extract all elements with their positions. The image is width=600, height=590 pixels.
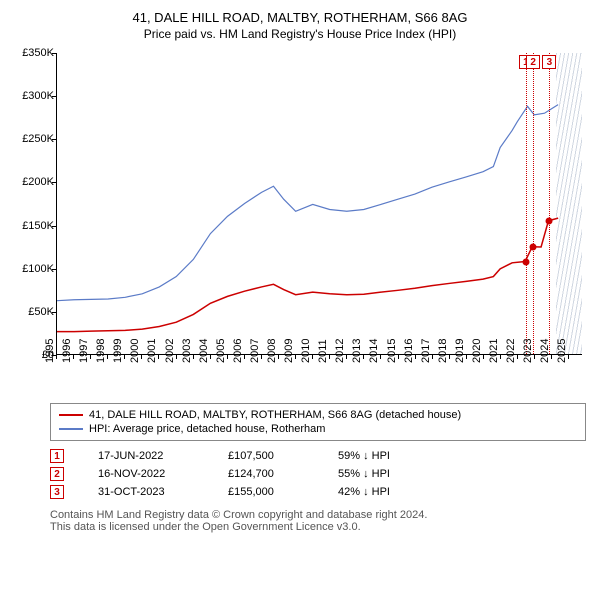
page-subtitle: Price paid vs. HM Land Registry's House … (14, 27, 586, 41)
legend-swatch (59, 428, 83, 430)
points-row-diff: 42% ↓ HPI (338, 486, 438, 498)
marker-box-2: 2 (526, 55, 540, 69)
marker-vline (526, 53, 527, 354)
x-tick-label: 2025 (556, 339, 588, 363)
y-tick-label: £50K (14, 306, 54, 318)
plot-region: 123 (56, 53, 582, 355)
chart-lines (57, 53, 582, 354)
page-title: 41, DALE HILL ROAD, MALTBY, ROTHERHAM, S… (14, 10, 586, 25)
y-tick-label: £100K (14, 263, 54, 275)
points-row-marker: 3 (50, 485, 64, 499)
y-tick-label: £200K (14, 176, 54, 188)
data-point-1 (522, 259, 529, 266)
points-row-diff: 59% ↓ HPI (338, 450, 438, 462)
data-point-2 (530, 244, 537, 251)
points-row-price: £124,700 (228, 468, 338, 480)
legend-swatch (59, 414, 83, 416)
marker-box-3: 3 (542, 55, 556, 69)
y-tick-label: £250K (14, 133, 54, 145)
points-row: 3 31-OCT-2023£155,00042% ↓ HPI (50, 483, 586, 501)
y-tick-label: £300K (14, 90, 54, 102)
legend-label: 41, DALE HILL ROAD, MALTBY, ROTHERHAM, S… (89, 409, 461, 421)
points-row-price: £155,000 (228, 486, 338, 498)
y-tick-label: £150K (14, 220, 54, 232)
legend-item: 41, DALE HILL ROAD, MALTBY, ROTHERHAM, S… (59, 408, 577, 422)
points-row-date: 17-JUN-2022 (98, 450, 228, 462)
legend: 41, DALE HILL ROAD, MALTBY, ROTHERHAM, S… (50, 403, 586, 441)
points-row-price: £107,500 (228, 450, 338, 462)
legend-item: HPI: Average price, detached house, Roth… (59, 422, 577, 436)
points-table: 1 17-JUN-2022£107,50059% ↓ HPI 2 16-NOV-202… (50, 447, 586, 501)
points-row: 2 16-NOV-2022£124,70055% ↓ HPI (50, 465, 586, 483)
footer: Contains HM Land Registry data © Crown c… (50, 509, 586, 533)
legend-label: HPI: Average price, detached house, Roth… (89, 423, 325, 435)
points-row-date: 16-NOV-2022 (98, 468, 228, 480)
series-property (57, 218, 558, 332)
footer-line-1: Contains HM Land Registry data © Crown c… (50, 509, 586, 521)
points-row-marker: 2 (50, 467, 64, 481)
series-hpi (57, 105, 558, 301)
data-point-3 (546, 218, 553, 225)
forecast-hatch (556, 53, 582, 354)
points-row-diff: 55% ↓ HPI (338, 468, 438, 480)
points-row: 1 17-JUN-2022£107,50059% ↓ HPI (50, 447, 586, 465)
y-tick-label: £350K (14, 47, 54, 59)
footer-line-2: This data is licensed under the Open Gov… (50, 521, 586, 533)
chart-area: £0£50K£100K£150K£200K£250K£300K£350K 123… (14, 49, 586, 395)
marker-vline (533, 53, 534, 354)
marker-vline (549, 53, 550, 354)
points-row-marker: 1 (50, 449, 64, 463)
points-row-date: 31-OCT-2023 (98, 486, 228, 498)
